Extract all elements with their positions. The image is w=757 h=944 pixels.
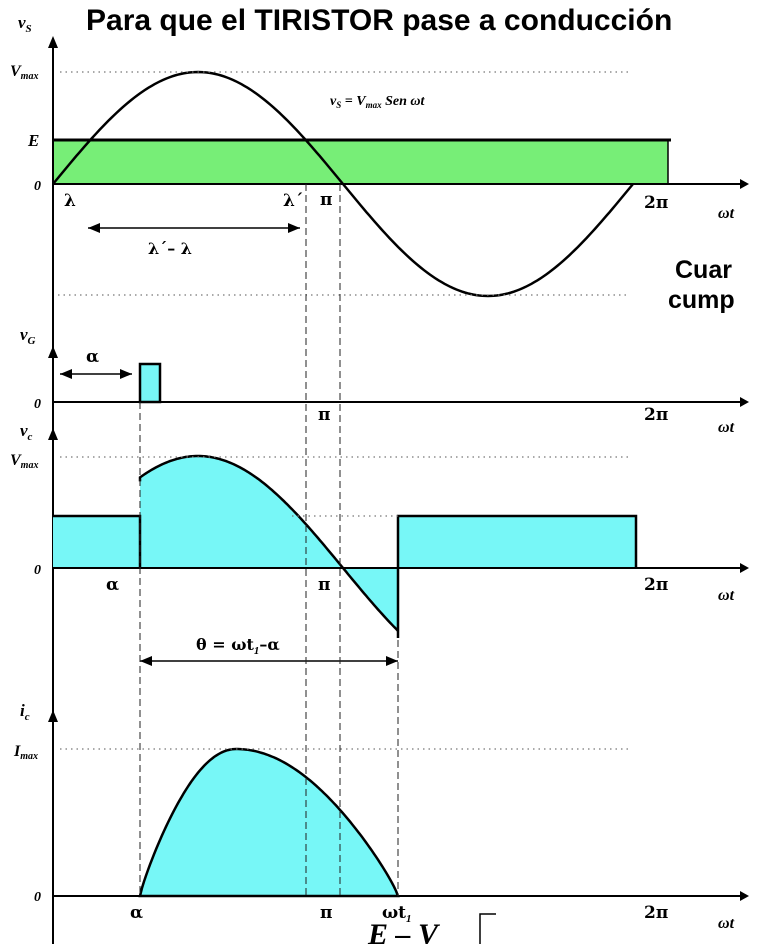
vc-post-edge: [396, 514, 638, 638]
alpha-arrow-left: [60, 369, 72, 379]
vs-e-label: E: [27, 131, 39, 150]
vc-y-arrow: [48, 428, 58, 440]
vs-2pi-label: 2π: [644, 193, 668, 213]
vs-equation: vS = Vmax Sen ωt: [330, 94, 425, 110]
theta-label: θ = ωt1–α: [196, 635, 280, 657]
vg-pi-label: π: [318, 405, 330, 425]
vs-omega-t-label: ωt: [718, 205, 735, 222]
vg-alpha-label: α: [86, 347, 99, 367]
panel-ic: ic Imax 0 α π ωt1 2π ωt: [13, 701, 749, 932]
vs-x-arrow: [740, 179, 749, 189]
vg-omega-t-label: ωt: [718, 419, 735, 436]
ic-omega-t-label: ωt: [718, 915, 735, 932]
vc-y-label: vc: [20, 421, 33, 443]
vc-post-conduction-area: [398, 516, 636, 568]
header-title: Para que el TIRISTOR pase a conducción: [86, 4, 672, 37]
panel-vs: vS Vmax E 0 vS = Vmax Sen ωt λ λ´ π 2π ω…: [10, 13, 749, 944]
ic-zero-label: 0: [34, 890, 41, 905]
panel-vc: vc Vmax 0 α π 2π ωt θ = ωt1–α: [10, 421, 749, 666]
span-arrow-right: [288, 223, 300, 233]
ic-alpha-label: α: [130, 903, 143, 923]
vc-2pi-label: 2π: [644, 575, 668, 595]
vc-vmax-label: Vmax: [10, 452, 38, 471]
vs-zero-label: 0: [34, 179, 41, 194]
ic-x-arrow: [740, 891, 749, 901]
panel-vg: vG 0 α π 2π ωt: [20, 325, 749, 436]
footer-formula: E – V: [367, 918, 441, 944]
ic-pi-label: π: [320, 903, 332, 923]
e-level-area: [52, 139, 669, 185]
span-label: λ´– λ: [148, 239, 192, 258]
ic-y-label: ic: [20, 701, 30, 723]
footer-sqrt-sign: [479, 913, 496, 944]
ic-imax-label: Imax: [13, 743, 38, 762]
vg-y-label: vG: [20, 325, 36, 347]
vc-pre-alpha-area: [53, 516, 140, 568]
vc-zero-label: 0: [34, 563, 41, 578]
gate-pulse: [138, 362, 162, 404]
vc-pi-label: π: [318, 575, 330, 595]
vg-y-arrow: [48, 346, 58, 358]
theta-arrow-right: [386, 656, 398, 666]
vg-2pi-label: 2π: [644, 405, 668, 425]
ic-omega-t1-label: ωt1: [382, 903, 412, 925]
span-arrow-left: [88, 223, 100, 233]
ic-current-pulse: [138, 747, 400, 898]
vg-x-arrow: [740, 397, 749, 407]
vc-alpha-label: α: [106, 575, 119, 595]
side-text-line1: Cuar: [675, 256, 732, 284]
vc-omega-t-label: ωt: [718, 587, 735, 604]
ic-2pi-label: 2π: [644, 903, 668, 923]
vg-zero-label: 0: [34, 397, 41, 412]
vs-y-label: vS: [18, 13, 32, 35]
vc-x-arrow: [740, 563, 749, 573]
vc-conduction-area: [140, 456, 398, 631]
vs-y-arrow: [48, 36, 58, 48]
vs-vmax-label: Vmax: [10, 63, 38, 82]
side-text-line2: cump: [668, 286, 735, 314]
alpha-arrow-right: [120, 369, 132, 379]
ic-y-arrow: [48, 710, 58, 722]
vs-lambda-prime-label: λ´: [283, 191, 303, 211]
vc-curve: [138, 454, 399, 632]
vs-lambda-label: λ: [64, 191, 76, 211]
theta-arrow-left: [140, 656, 152, 666]
vs-pi-label: π: [320, 190, 332, 210]
